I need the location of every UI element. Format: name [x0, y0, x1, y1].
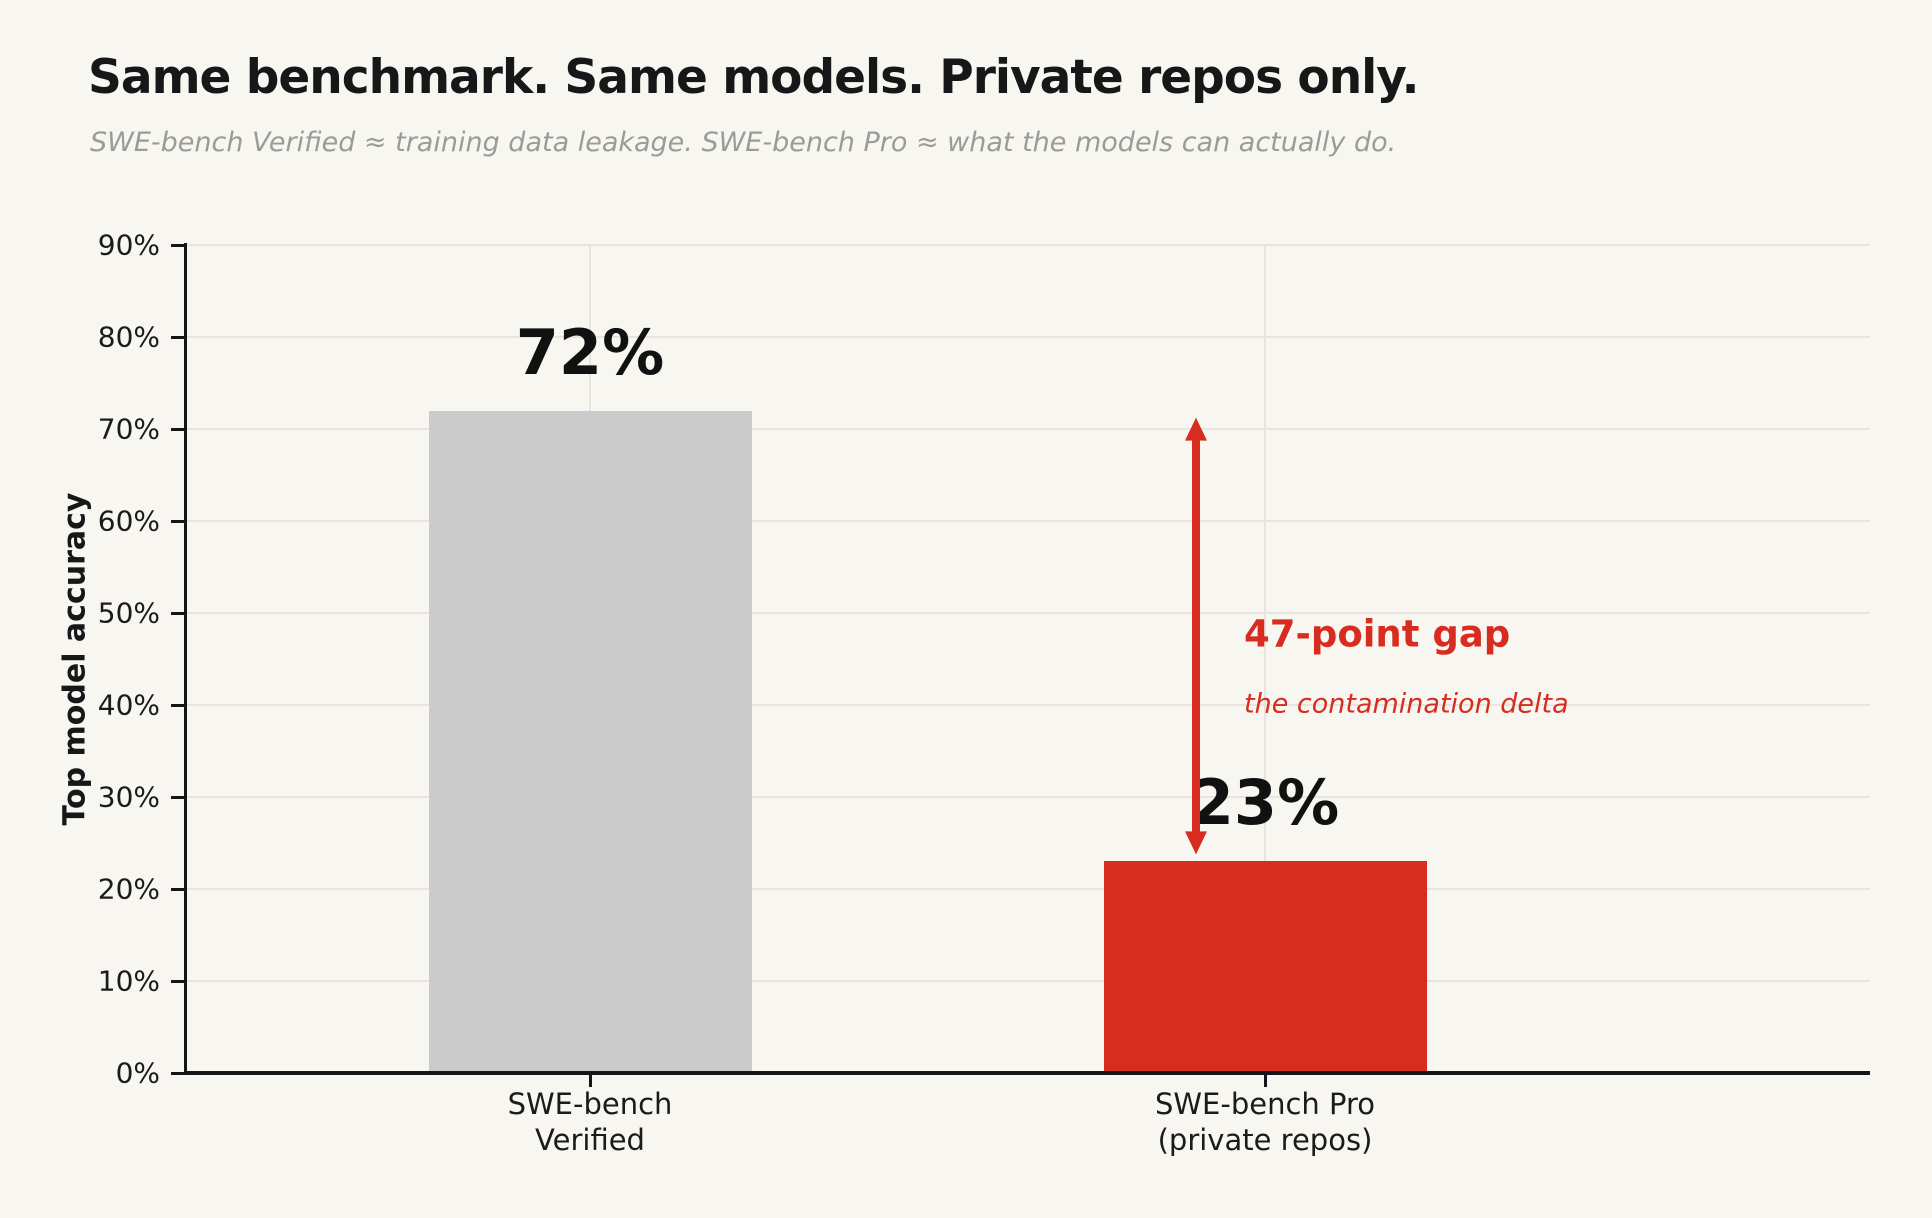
y-tickmark	[171, 795, 184, 799]
gridline-horizontal	[187, 796, 1870, 798]
y-tick-label: 90%	[97, 228, 160, 262]
gridline-horizontal	[187, 980, 1870, 982]
y-tickmark	[171, 427, 184, 431]
y-tick-label: 80%	[97, 320, 160, 354]
gridline-horizontal	[187, 612, 1870, 614]
x-tickmark	[588, 1075, 592, 1087]
y-tick-label: 50%	[97, 596, 160, 630]
y-tickmark	[171, 887, 184, 891]
bar-value-label: 72%	[515, 315, 665, 389]
gridline-horizontal	[187, 428, 1870, 430]
y-tickmark	[171, 519, 184, 523]
y-tick-label: 10%	[97, 964, 160, 998]
y-tick-label: 60%	[97, 504, 160, 538]
y-tickmark	[171, 1071, 184, 1075]
bar-value-label: 23%	[1190, 766, 1340, 840]
y-axis-line	[184, 243, 187, 1075]
gridline-horizontal	[187, 704, 1870, 706]
x-tick-label: SWE-bench Verified	[507, 1087, 673, 1158]
y-axis-title: Top model accuracy	[57, 492, 93, 826]
y-tick-label: 30%	[97, 780, 160, 814]
gridline-horizontal	[187, 520, 1870, 522]
y-tick-label: 20%	[97, 872, 160, 906]
chart-title: Same benchmark. Same models. Private rep…	[88, 50, 1419, 105]
y-tick-label: 40%	[97, 688, 160, 722]
x-axis-line	[184, 1071, 1870, 1075]
bar-swe-bench-pro	[1103, 861, 1427, 1073]
gridline-vertical	[1264, 245, 1266, 1073]
y-tickmark	[171, 611, 184, 615]
gridline-horizontal	[187, 888, 1870, 890]
y-tickmark	[171, 703, 184, 707]
gap-label: 47-point gap	[1244, 612, 1511, 656]
x-tickmark	[1263, 1075, 1267, 1087]
y-tickmark	[171, 243, 184, 247]
x-tick-label: SWE-bench Pro (private repos)	[1154, 1087, 1376, 1158]
y-tick-label: 0%	[115, 1056, 160, 1090]
y-tickmark	[171, 979, 184, 983]
chart-subtitle: SWE-bench Verified ≈ training data leaka…	[90, 127, 1397, 158]
gridline-horizontal	[187, 336, 1870, 338]
gap-sublabel: the contamination delta	[1244, 688, 1569, 720]
y-tickmark	[171, 335, 184, 339]
gridline-horizontal	[187, 244, 1870, 246]
y-tick-label: 70%	[97, 412, 160, 446]
bar-swe-bench-verified	[428, 410, 752, 1073]
